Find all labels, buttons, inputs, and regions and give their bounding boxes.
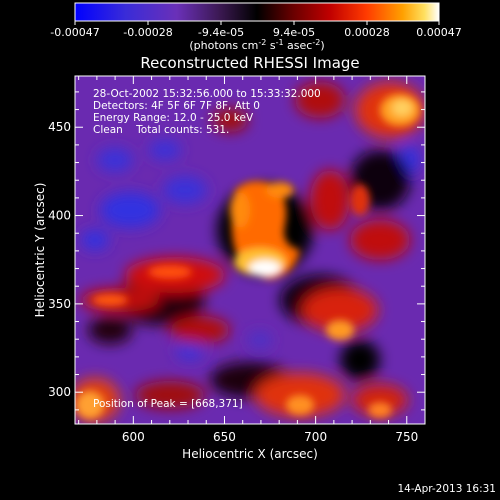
x-tick-label: 600	[122, 430, 145, 444]
colorbar-tick-label: 0.00047	[416, 26, 462, 39]
plot-frame	[74, 75, 426, 425]
y-axis-label: Heliocentric Y (arcsec)	[33, 183, 47, 318]
colorbar-units: (photons cm-2 s-1 asec-2)	[189, 38, 324, 52]
y-tick-label: 300	[48, 385, 71, 399]
x-tick-label: 750	[395, 430, 418, 444]
colorbar-tick-label: -9.4e-05	[198, 26, 244, 39]
time-range-text: 28-Oct-2002 15:32:56.000 to 15:33:32.000	[93, 88, 321, 100]
x-axis-label: Heliocentric X (arcsec)	[182, 447, 318, 461]
heatmap-blobs-high	[76, 94, 420, 419]
colorbar-tick-label: 0.00028	[344, 26, 390, 39]
x-tick-label: 650	[213, 430, 236, 444]
x-tick-label: 700	[304, 430, 327, 444]
detectors-text: Detectors: 4F 5F 6F 7F 8F, Att 0	[93, 100, 260, 112]
clean-counts-text: Clean Total counts: 531.	[93, 124, 229, 136]
y-axis: 300 350 400 450	[48, 91, 425, 411]
colorbar: -0.00047 -0.00028 -9.4e-05 9.4e-05 0.000…	[50, 2, 462, 52]
footer-date: 14-Apr-2013 16:31	[397, 483, 496, 495]
observation-info: 28-Oct-2002 15:32:56.000 to 15:33:32.000…	[93, 88, 321, 136]
colorbar-gradient	[74, 2, 440, 22]
x-axis: 600 650 700 750	[78, 76, 418, 444]
colorbar-tick-label: -0.00028	[123, 26, 172, 39]
peak-position-text: Position of Peak = [668,371]	[93, 398, 243, 410]
y-tick-label: 350	[48, 297, 71, 311]
heatmap-image	[75, 76, 425, 424]
colorbar-tick-marks	[74, 21, 440, 25]
colorbar-tick-label: -0.00047	[50, 26, 99, 39]
y-tick-label: 450	[48, 120, 71, 134]
y-tick-label: 400	[48, 209, 71, 223]
energy-range-text: Energy Range: 12.0 - 25.0 keV	[93, 112, 254, 124]
chart-title: Reconstructed RHESSI Image	[140, 54, 359, 72]
colorbar-tick-label: 9.4e-05	[273, 26, 315, 39]
